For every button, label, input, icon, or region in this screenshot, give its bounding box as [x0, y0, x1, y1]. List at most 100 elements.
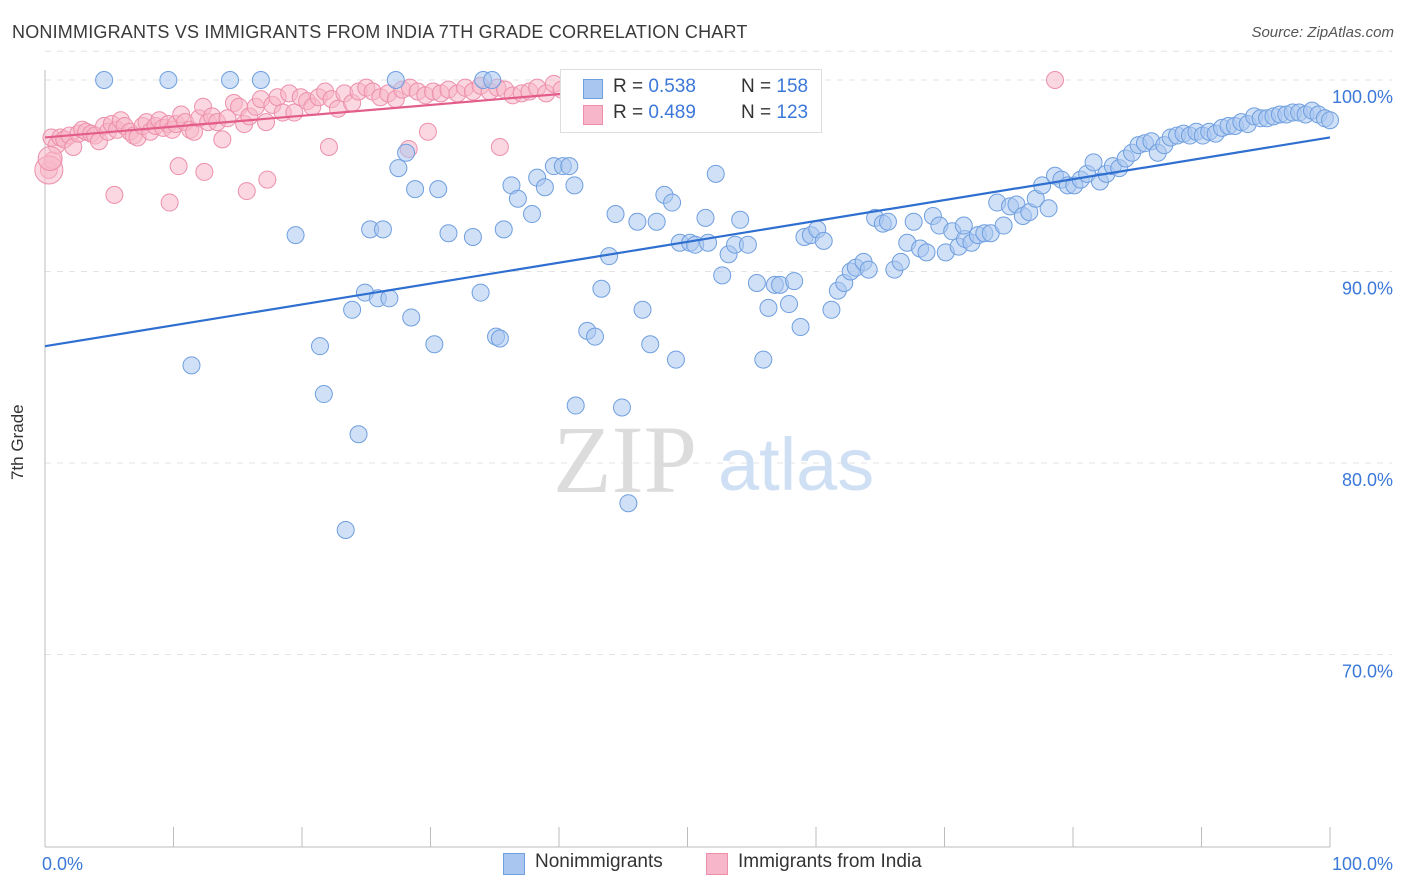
trend-line-nonimmigrants	[44, 136, 1331, 348]
data-point	[380, 289, 399, 308]
data-point	[257, 113, 276, 132]
data-point	[713, 266, 732, 285]
data-point	[343, 300, 362, 319]
data-point	[738, 235, 757, 254]
data-point	[406, 180, 425, 199]
data-point	[560, 157, 579, 176]
y-tick-label: 90.0%	[1342, 279, 1393, 299]
data-point	[251, 71, 270, 89]
x-tick-label: 0.0%	[42, 854, 83, 874]
data-point	[785, 272, 804, 291]
data-point	[619, 494, 638, 513]
data-point	[418, 122, 437, 141]
x-tick-label: 100.0%	[1332, 854, 1393, 874]
legend-swatch-blue	[503, 853, 525, 875]
data-point	[628, 212, 647, 231]
data-point	[490, 138, 509, 157]
data-point	[917, 243, 936, 262]
data-point	[463, 228, 482, 247]
data-point	[471, 283, 490, 302]
data-point	[159, 71, 178, 89]
data-point	[791, 318, 810, 337]
data-point	[523, 205, 542, 224]
data-point	[221, 71, 240, 89]
data-point	[397, 143, 416, 162]
data-point	[1321, 111, 1339, 130]
legend-swatch-pink	[583, 105, 603, 125]
data-point	[822, 300, 841, 319]
data-point	[439, 224, 458, 243]
data-point	[386, 71, 405, 89]
data-point	[592, 279, 611, 298]
data-point	[904, 212, 923, 231]
axes	[44, 70, 1331, 848]
data-point	[508, 189, 527, 208]
data-point	[1039, 199, 1058, 218]
series-legend: Nonimmigrants Immigrants from India	[0, 851, 1406, 877]
data-point	[483, 71, 502, 89]
data-point	[759, 298, 778, 317]
data-point	[425, 335, 444, 354]
data-point	[566, 396, 585, 415]
data-point	[195, 162, 214, 181]
legend-label: Immigrants from India	[738, 851, 922, 872]
data-point	[286, 226, 305, 245]
data-point	[349, 425, 368, 444]
data-point	[169, 157, 188, 176]
data-point	[1084, 153, 1103, 172]
data-point	[731, 210, 750, 229]
source-label: Source: ZipAtlas.com	[1251, 24, 1394, 41]
data-point	[663, 193, 682, 212]
data-point	[237, 182, 256, 201]
data-point	[780, 295, 799, 314]
data-point	[95, 71, 114, 89]
data-point	[666, 350, 685, 369]
data-point	[754, 350, 773, 369]
legend-n: N = 123	[741, 102, 809, 123]
data-point-large	[37, 146, 63, 172]
legend-r: R = 0.538	[613, 76, 696, 97]
data-point	[258, 170, 277, 189]
data-point	[389, 159, 408, 178]
data-point	[494, 220, 513, 239]
data-point	[160, 193, 179, 212]
data-point	[647, 212, 666, 231]
data-point	[373, 220, 392, 239]
data-point	[747, 273, 766, 292]
data-point	[633, 300, 652, 319]
data-point	[319, 138, 338, 157]
data-point	[585, 327, 604, 346]
data-point	[490, 329, 509, 348]
tick-labels: 100.0% 90.0% 80.0% 70.0% 0.0% 100.0%	[42, 87, 1393, 874]
legend-swatch-pink	[706, 853, 728, 875]
data-point	[891, 252, 910, 271]
data-point	[565, 176, 584, 195]
watermark-atlas: atlas	[718, 423, 874, 506]
data-point	[182, 356, 201, 375]
data-point	[606, 205, 625, 224]
legend-r: R = 0.489	[613, 102, 696, 123]
data-point	[954, 216, 973, 235]
data-point	[706, 164, 725, 183]
y-tick-label: 80.0%	[1342, 470, 1393, 490]
data-point	[994, 216, 1013, 235]
correlation-legend: R = 0.538 N = 158 R = 0.489 N = 123	[560, 69, 822, 133]
data-point	[814, 231, 833, 250]
data-point	[878, 212, 897, 231]
legend-n: N = 158	[741, 76, 809, 97]
series-nonimmigrants-points	[95, 71, 1339, 540]
data-point	[612, 398, 631, 417]
y-tick-label: 100.0%	[1332, 87, 1393, 107]
data-point	[105, 185, 124, 204]
legend-label: Nonimmigrants	[535, 851, 663, 872]
data-point	[310, 337, 329, 356]
chart-title: NONIMMIGRANTS VS IMMIGRANTS FROM INDIA 7…	[12, 22, 748, 42]
data-point	[859, 260, 878, 279]
data-point	[336, 521, 355, 540]
y-tick-label: 70.0%	[1342, 662, 1393, 682]
data-point	[402, 308, 421, 327]
data-point	[535, 178, 554, 197]
data-point	[641, 335, 660, 354]
data-point	[696, 208, 715, 227]
